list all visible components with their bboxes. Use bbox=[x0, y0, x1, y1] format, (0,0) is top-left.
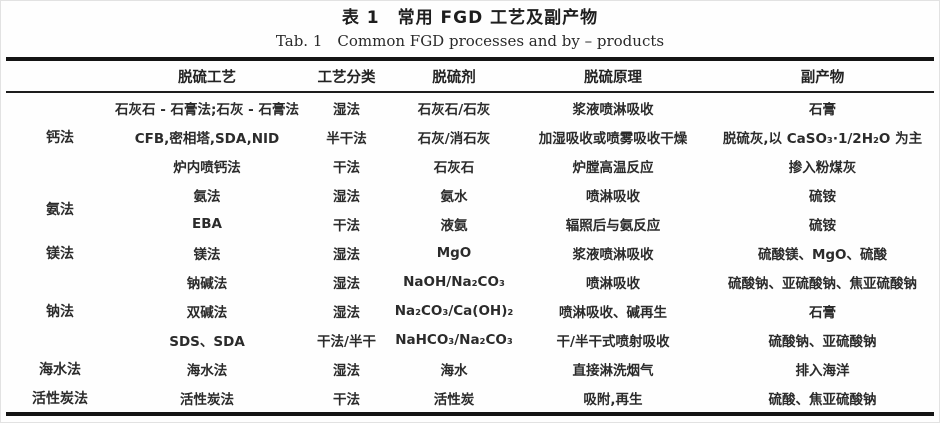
table-row: 钙法 石灰石 - 石膏法;石灰 - 石膏法 湿法 石灰石/石灰 浆液喷淋吸收 石膏 bbox=[6, 92, 934, 146]
table-row: 双碱法 湿法 Na₂CO₃/Ca(OH)₂ 喷淋吸收、碱再生 石膏 bbox=[6, 296, 934, 325]
cell-agent: 石灰石 bbox=[433, 159, 475, 176]
cell-byproduct: 硫酸钠、亚硫酸钠、焦亚硫酸钠 bbox=[728, 275, 917, 292]
cell-byproduct: 脱硫灰,以 CaSO₃·1/2H₂O 为主 bbox=[722, 130, 923, 147]
table-title-cn: 表 1 常用 FGD 工艺及副产物 bbox=[341, 8, 599, 28]
group-label: 海水法 bbox=[39, 361, 81, 378]
cell-agent: Na₂CO₃/Ca(OH)₂ bbox=[394, 302, 514, 319]
cell-process: CFB,密相塔,SDA,NID bbox=[134, 130, 280, 147]
table-body: 钙法 石灰石 - 石膏法;石灰 - 石膏法 湿法 石灰石/石灰 浆液喷淋吸收 石膏 CFB,… bbox=[6, 92, 934, 414]
cell-category: 湿法 bbox=[333, 101, 360, 118]
cell-byproduct: 石膏 bbox=[809, 101, 836, 118]
cell-byproduct: 硫酸钠、亚硫酸钠 bbox=[768, 333, 877, 350]
cell-byproduct: 排入海洋 bbox=[795, 362, 850, 379]
cell-process: 镁法 bbox=[193, 246, 221, 263]
cell-principle: 辐照后与氨反应 bbox=[565, 217, 661, 234]
group-label: 钠法 bbox=[46, 303, 74, 320]
cell-category: 干法 bbox=[333, 391, 360, 408]
table-row: SDS、SDA 干法/半干 NaHCO₃/Na₂CO₃ 干/半干式喷射吸收 硫酸钠、亚硫… bbox=[6, 325, 934, 354]
cell-process: 炉内喷钙法 bbox=[173, 159, 241, 176]
column-header-category: 工艺分类 bbox=[317, 69, 376, 86]
table-row: 镁法 镁法 湿法 MgO 浆液喷淋吸收 硫酸镁、MgO、硫酸 bbox=[6, 238, 934, 267]
header-row: 脱硫工艺 工艺分类 脱硫剂 脱硫原理 副产物 bbox=[6, 59, 934, 92]
cell-byproduct: 硫酸、焦亚硫酸钠 bbox=[768, 391, 877, 408]
cell-agent: 液氨 bbox=[440, 217, 468, 234]
table-row: 海水法 海水法 湿法 海水 直接淋洗烟气 排入海洋 bbox=[6, 354, 934, 383]
cell-agent: 海水 bbox=[440, 362, 468, 379]
cell-process: 活性炭法 bbox=[180, 391, 234, 408]
cell-principle: 喷淋吸收、碱再生 bbox=[559, 304, 667, 321]
table-row: CFB,密相塔,SDA,NID 半干法 石灰/消石灰 加湿吸收或喷雾吸收干燥 脱硫灰,以… bbox=[6, 122, 934, 151]
cell-byproduct: 石膏 bbox=[809, 304, 836, 321]
cell-category: 湿法 bbox=[333, 362, 360, 379]
cell-principle: 浆液喷淋吸收 bbox=[572, 246, 654, 263]
group-label: 活性炭法 bbox=[32, 390, 88, 407]
cell-agent: NaOH/Na₂CO₃ bbox=[403, 273, 505, 290]
column-header-process: 脱硫工艺 bbox=[178, 69, 236, 86]
cell-agent: 石灰/消石灰 bbox=[417, 130, 491, 147]
cell-process: 双碱法 bbox=[186, 304, 228, 321]
cell-principle: 吸附,再生 bbox=[583, 391, 643, 408]
cell-agent: NaHCO₃/Na₂CO₃ bbox=[395, 331, 513, 348]
cell-agent: 活性炭 bbox=[433, 391, 475, 408]
cell-process: 钠碱法 bbox=[186, 275, 228, 292]
cell-process: 海水法 bbox=[186, 362, 228, 379]
cell-category: 湿法 bbox=[333, 246, 360, 263]
cell-process: SDS、SDA bbox=[169, 333, 245, 350]
cell-principle: 浆液喷淋吸收 bbox=[572, 101, 654, 118]
cell-principle: 直接淋洗烟气 bbox=[572, 362, 654, 379]
table-row: 氨法 氨法 湿法 氨水 喷淋吸收 硫铵 bbox=[6, 180, 934, 219]
cell-category: 干法/半干 bbox=[317, 333, 376, 350]
cell-process: 石灰石 - 石膏法;石灰 - 石膏法 bbox=[115, 101, 299, 118]
cell-byproduct: 硫铵 bbox=[809, 188, 836, 205]
table-row: 炉内喷钙法 干法 石灰石 炉膛高温反应 掺入粉煤灰 bbox=[6, 151, 934, 180]
cell-byproduct: 硫铵 bbox=[809, 217, 836, 234]
cell-process: 氨法 bbox=[193, 188, 221, 205]
cell-principle: 炉膛高温反应 bbox=[572, 159, 654, 176]
table-row: 活性炭法 活性炭法 干法 活性炭 吸附,再生 硫酸、焦亚硫酸钠 bbox=[6, 383, 934, 414]
cell-agent: 石灰石/石灰 bbox=[417, 101, 491, 118]
table-header: 脱硫工艺 工艺分类 脱硫剂 脱硫原理 副产物 bbox=[6, 59, 934, 92]
cell-principle: 喷淋吸收 bbox=[586, 275, 640, 292]
column-header-principle: 脱硫原理 bbox=[584, 69, 642, 86]
table-title-en: Tab. 1 Common FGD processes and by – pro… bbox=[275, 32, 665, 50]
group-label: 镁法 bbox=[46, 245, 74, 262]
cell-agent: 氨水 bbox=[440, 188, 468, 205]
column-header-byproduct: 副产物 bbox=[800, 69, 845, 86]
cell-principle: 喷淋吸收 bbox=[586, 188, 640, 205]
cell-category: 干法 bbox=[333, 217, 360, 234]
cell-category: 湿法 bbox=[333, 275, 360, 292]
cell-principle: 加湿吸收或喷雾吸收干燥 bbox=[538, 130, 688, 147]
group-label: 氨法 bbox=[46, 202, 74, 218]
table-row: 钠法 钠碱法 湿法 NaOH/Na₂CO₃ 喷淋吸收 硫酸钠、亚硫酸钠、焦亚硫酸钠 bbox=[6, 267, 934, 320]
cell-byproduct: 硫酸镁、MgO、硫酸 bbox=[757, 246, 888, 263]
column-header-empty bbox=[6, 59, 114, 92]
cell-agent: MgO bbox=[436, 244, 472, 261]
cell-category: 湿法 bbox=[333, 304, 360, 321]
cell-category: 干法 bbox=[333, 159, 360, 176]
cell-process: EBA bbox=[192, 215, 222, 232]
group-label: 钙法 bbox=[46, 129, 74, 146]
cell-principle: 干/半干式喷射吸收 bbox=[556, 333, 670, 350]
cell-category: 半干法 bbox=[326, 130, 367, 147]
cell-byproduct: 掺入粉煤灰 bbox=[788, 159, 857, 176]
fgd-processes-table: 脱硫工艺 工艺分类 脱硫剂 脱硫原理 副产物 钙法 石灰石 - 石膏法;石灰 - 石膏法湿… bbox=[6, 57, 934, 416]
cell-category: 湿法 bbox=[333, 188, 360, 205]
table-row: EBA 干法 液氨 辐照后与氨反应 硫铵 bbox=[6, 209, 934, 238]
column-header-agent: 脱硫剂 bbox=[432, 69, 476, 86]
